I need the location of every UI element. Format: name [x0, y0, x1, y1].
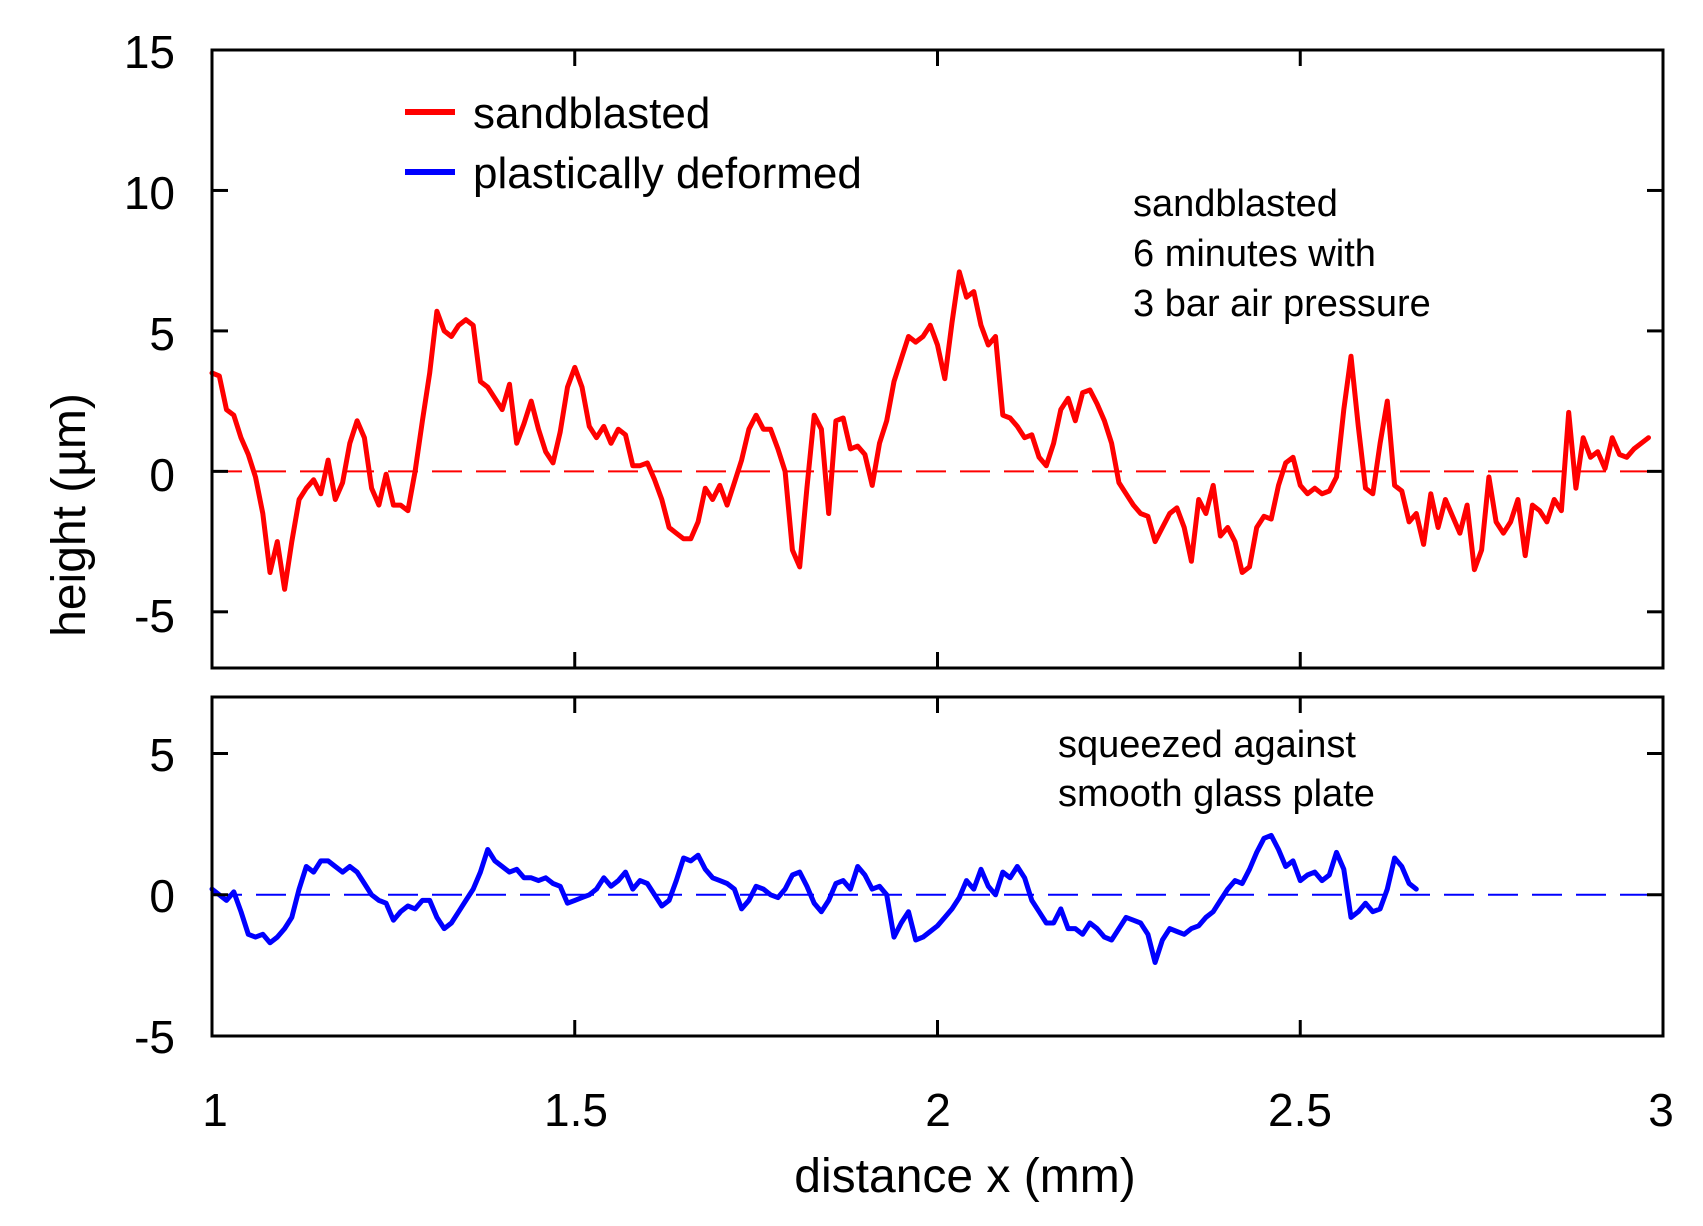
x-tick-label: 1	[202, 1084, 228, 1136]
x-tick-label: 1.5	[544, 1084, 608, 1136]
bottom-x-ticks	[210, 697, 1665, 1036]
x-tick-label: 2.5	[1268, 1084, 1332, 1136]
top-y-tick-label: 15	[124, 26, 175, 78]
top-annotation: sandblasted 6 minutes with 3 bar air pre…	[1133, 183, 1431, 325]
bottom-y-tick-label: -5	[134, 1011, 175, 1063]
top-y-tick-label: -5	[134, 590, 175, 642]
bottom-annotation: squeezed against smooth glass plate	[1058, 724, 1375, 815]
bottom-y-ticks	[212, 752, 1663, 1038]
top-annotation-line: 6 minutes with	[1133, 233, 1376, 275]
top-y-ticks	[212, 48, 1663, 614]
bottom-panel: 5 0 -5 squeezed against smooth glass pla…	[134, 695, 1665, 1063]
x-tick-label: 2	[925, 1084, 951, 1136]
x-tick-labels: 1 1.5 2 2.5 3	[202, 1084, 1674, 1136]
top-annotation-line: 3 bar air pressure	[1133, 283, 1431, 325]
y-axis-title: height (µm)	[43, 393, 96, 637]
plastically-deformed-series-line	[209, 832, 1419, 965]
top-annotation-line: sandblasted	[1133, 183, 1338, 225]
sandblasted-series-line	[209, 269, 1651, 592]
top-y-tick-label: 0	[149, 449, 175, 501]
top-y-tick-label: 5	[149, 308, 175, 360]
legend-label-sandblasted: sandblasted	[473, 89, 710, 138]
top-y-tick-label: 10	[124, 167, 175, 219]
top-x-ticks	[210, 50, 1665, 668]
top-panel: 15 10 5 0 -5 sandblasted plastically def…	[124, 26, 1665, 670]
bottom-y-tick-label: 5	[149, 729, 175, 781]
x-tick-label: 3	[1648, 1084, 1674, 1136]
legend: sandblasted plastically deformed	[405, 89, 862, 198]
bottom-annotation-line: smooth glass plate	[1058, 773, 1375, 815]
legend-label-plastically-deformed: plastically deformed	[473, 149, 862, 198]
x-axis-title: distance x (mm)	[794, 1150, 1135, 1203]
bottom-y-tick-label: 0	[149, 870, 175, 922]
bottom-annotation-line: squeezed against	[1058, 724, 1356, 766]
